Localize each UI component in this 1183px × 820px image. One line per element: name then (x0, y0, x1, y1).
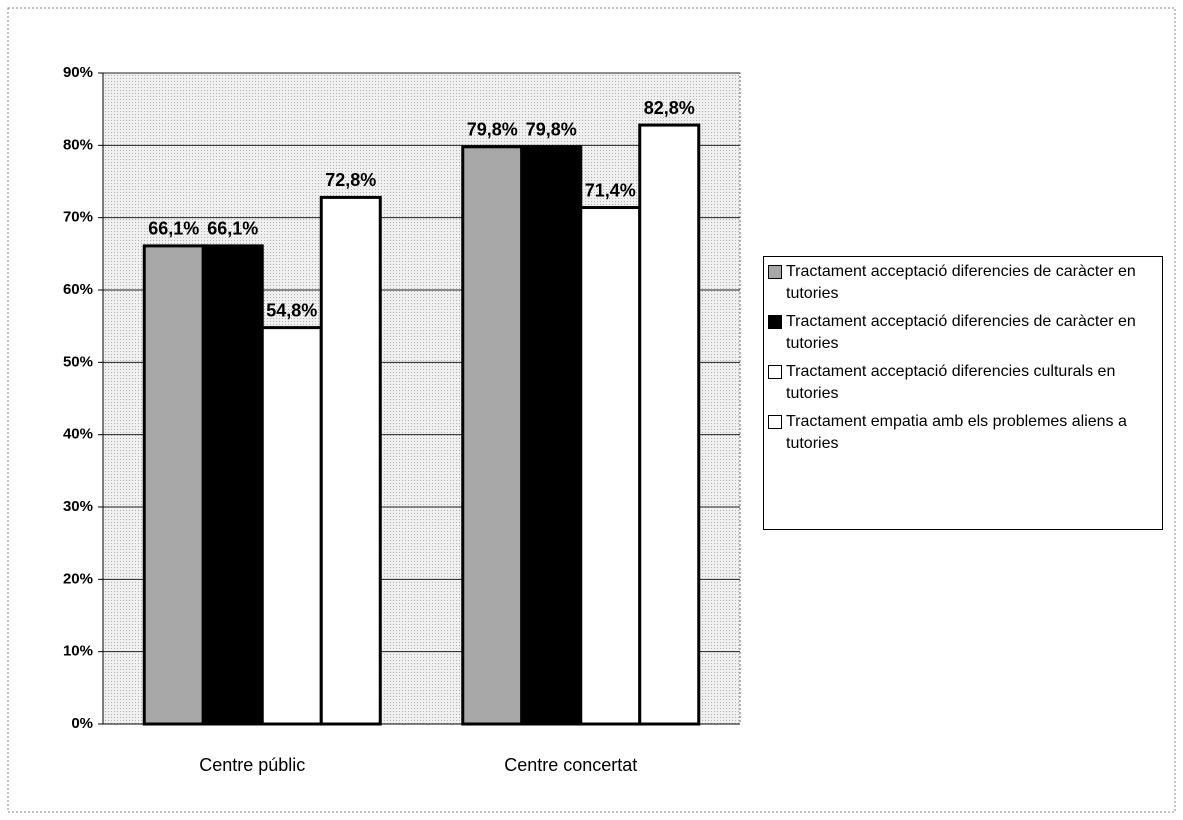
bar (142, 244, 205, 726)
data-label: 54,8% (266, 300, 317, 320)
y-tick-label: 10% (63, 643, 93, 660)
data-label: 79,8% (467, 120, 518, 140)
y-tick-label: 40% (63, 426, 93, 443)
data-label: 71,4% (585, 180, 636, 200)
legend-item: Tractament acceptació diferencies de car… (768, 311, 1158, 355)
legend: Tractament acceptació diferencies de car… (763, 256, 1163, 530)
x-tick-label: Centre públic (199, 755, 305, 775)
y-tick-label: 30% (63, 498, 93, 515)
legend-swatch (768, 415, 782, 429)
bar (201, 244, 264, 726)
data-label: 79,8% (526, 120, 577, 140)
chart-border (7, 7, 1176, 813)
y-tick-label: 90% (63, 64, 93, 81)
bar (260, 326, 323, 726)
bar (520, 145, 583, 726)
y-tick-label: 70% (63, 209, 93, 226)
legend-item: Tractament empatia amb els problemes ali… (768, 411, 1158, 455)
bar (461, 145, 524, 726)
legend-swatch (768, 265, 782, 279)
x-tick-label: Centre concertat (504, 755, 637, 775)
legend-label: Tractament empatia amb els problemes ali… (786, 413, 1127, 452)
legend-label: Tractament acceptació diferencies de car… (786, 263, 1136, 302)
data-label: 82,8% (644, 98, 695, 118)
data-label: 72,8% (325, 170, 376, 190)
legend-label: Tractament acceptació diferencies de car… (786, 313, 1136, 352)
legend-label: Tractament acceptació diferencies cultur… (786, 363, 1116, 402)
data-label: 66,1% (148, 219, 199, 239)
y-tick-label: 20% (63, 570, 93, 587)
legend-swatch (768, 315, 782, 329)
bar (319, 195, 382, 726)
bar (579, 206, 642, 726)
y-tick-label: 60% (63, 281, 93, 298)
bar (638, 123, 701, 726)
y-tick-label: 50% (63, 353, 93, 370)
y-tick-label: 0% (71, 715, 93, 732)
legend-swatch (768, 365, 782, 379)
y-tick-label: 80% (63, 136, 93, 153)
legend-item: Tractament acceptació diferencies cultur… (768, 361, 1158, 405)
legend-item: Tractament acceptació diferencies de car… (768, 261, 1158, 305)
data-label: 66,1% (207, 219, 258, 239)
